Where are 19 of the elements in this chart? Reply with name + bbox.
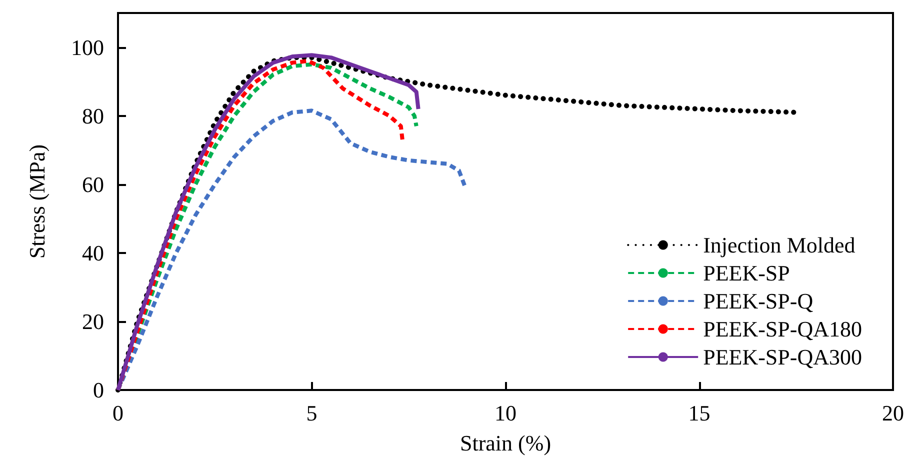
legend-label: Injection Molded <box>703 232 856 258</box>
legend-label: PEEK-SP-QA180 <box>703 316 862 342</box>
x-tick-label: 5 <box>306 400 318 426</box>
legend-label: PEEK-SP-QA300 <box>703 344 862 370</box>
y-tick-label: 0 <box>93 378 104 402</box>
y-tick-label: 20 <box>82 308 104 334</box>
y-tick-label: 60 <box>82 172 104 197</box>
legend-label: PEEK-SP-Q <box>703 288 814 314</box>
y-tick-label: 40 <box>82 240 104 266</box>
y-axis-title: Stress (MPa) <box>24 144 50 259</box>
y-tick-label: 100 <box>71 34 104 60</box>
x-tick-label: 10 <box>494 400 516 426</box>
x-tick-label: 20 <box>882 400 904 426</box>
y-tick-label: 80 <box>82 103 104 128</box>
x-tick-label: 15 <box>688 400 710 426</box>
x-tick-label: 0 <box>112 400 124 426</box>
line-series <box>116 108 467 392</box>
legend-label: PEEK-SP <box>703 260 790 286</box>
x-axis-title: Strain (%) <box>460 430 552 456</box>
